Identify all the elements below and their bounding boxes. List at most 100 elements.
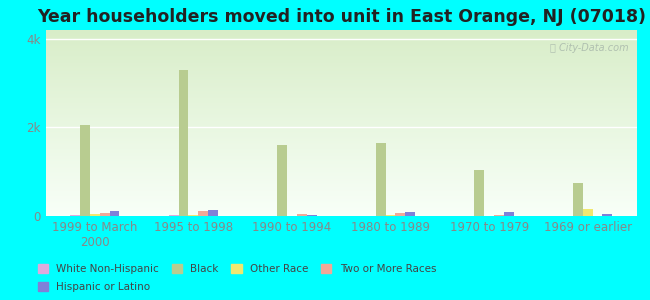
Bar	[46, 190, 637, 191]
Bar	[46, 148, 637, 149]
Bar	[46, 200, 637, 201]
Bar	[46, 208, 637, 209]
Bar	[46, 107, 637, 108]
Bar	[46, 186, 637, 187]
Bar	[46, 194, 637, 195]
Bar	[46, 202, 637, 203]
Bar	[46, 178, 637, 179]
Bar	[46, 121, 637, 122]
Bar	[46, 171, 637, 172]
Bar	[46, 118, 637, 119]
Bar	[46, 78, 637, 79]
Bar	[46, 185, 637, 186]
Bar	[46, 98, 637, 99]
Bar	[46, 99, 637, 100]
Bar	[46, 88, 637, 89]
Bar	[46, 129, 637, 130]
Bar	[46, 32, 637, 33]
Bar	[603, 214, 612, 216]
Bar	[70, 215, 80, 216]
Bar	[46, 87, 637, 88]
Bar	[208, 210, 218, 216]
Bar	[46, 45, 637, 46]
Bar	[46, 68, 637, 69]
Bar	[46, 69, 637, 70]
Bar	[46, 122, 637, 123]
Bar	[46, 150, 637, 151]
Bar	[46, 71, 637, 72]
Bar	[46, 90, 637, 92]
Bar	[99, 213, 110, 216]
Bar	[46, 48, 637, 49]
Bar	[46, 102, 637, 103]
Bar	[46, 161, 637, 162]
Bar	[46, 125, 637, 126]
Bar	[46, 209, 637, 210]
Bar	[46, 131, 637, 132]
Bar	[46, 165, 637, 166]
Bar	[46, 53, 637, 54]
Bar	[46, 189, 637, 190]
Bar	[46, 110, 637, 111]
Bar	[46, 108, 637, 109]
Title: Year householders moved into unit in East Orange, NJ (07018): Year householders moved into unit in Eas…	[37, 8, 645, 26]
Bar	[46, 214, 637, 215]
Bar	[46, 147, 637, 148]
Bar	[46, 75, 637, 76]
Bar	[46, 201, 637, 202]
Bar	[198, 211, 208, 216]
Bar	[46, 105, 637, 106]
Bar	[46, 31, 637, 32]
Bar	[46, 42, 637, 43]
Bar	[46, 169, 637, 170]
Bar	[46, 172, 637, 173]
Bar	[46, 192, 637, 193]
Bar	[46, 193, 637, 194]
Bar	[46, 94, 637, 95]
Bar	[46, 37, 637, 38]
Bar	[46, 61, 637, 63]
Bar	[46, 100, 637, 101]
Bar	[46, 179, 637, 180]
Bar	[46, 211, 637, 212]
Bar	[46, 153, 637, 154]
Bar	[46, 163, 637, 164]
Bar	[46, 140, 637, 141]
Bar	[46, 109, 637, 110]
Bar	[46, 123, 637, 124]
Bar	[46, 36, 637, 37]
Bar	[46, 151, 637, 152]
Bar	[46, 175, 637, 176]
Bar	[46, 95, 637, 96]
Bar	[46, 170, 637, 171]
Bar	[46, 169, 637, 170]
Bar	[46, 160, 637, 161]
Bar	[46, 62, 637, 64]
Bar	[46, 74, 637, 75]
Bar	[46, 142, 637, 143]
Bar	[46, 188, 637, 189]
Bar	[46, 138, 637, 139]
Bar	[46, 207, 637, 208]
Bar	[46, 103, 637, 104]
Bar	[46, 184, 637, 185]
Bar	[46, 83, 637, 84]
Bar	[46, 59, 637, 60]
Bar	[46, 146, 637, 147]
Bar	[46, 126, 637, 127]
Bar	[46, 30, 637, 31]
Bar	[46, 38, 637, 39]
Bar	[46, 114, 637, 115]
Bar	[46, 116, 637, 117]
Bar	[46, 206, 637, 207]
Bar	[110, 211, 120, 216]
Bar	[46, 141, 637, 142]
Bar	[46, 152, 637, 153]
Bar	[46, 60, 637, 61]
Bar	[46, 70, 637, 71]
Bar	[46, 57, 637, 58]
Bar	[46, 191, 637, 192]
Bar	[46, 106, 637, 107]
Bar	[46, 196, 637, 197]
Bar	[46, 46, 637, 47]
